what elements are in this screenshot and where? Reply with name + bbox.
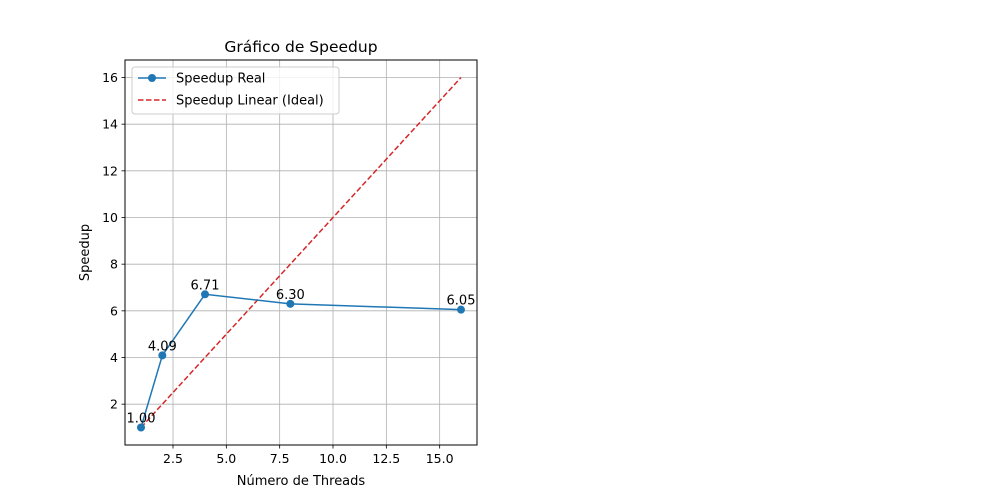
chart-title: Gráfico de Speedup: [224, 38, 377, 56]
data-point: [457, 305, 465, 314]
data-label: 6.05: [447, 294, 476, 309]
data-label: 6.30: [276, 288, 305, 303]
x-tick-label: 15.0: [426, 451, 454, 466]
x-tick-label: 2.5: [163, 451, 183, 466]
data-labels: 1.00 4.09 6.71 6.30 6.05: [127, 278, 476, 426]
y-tick-label: 6: [110, 303, 118, 318]
y-tick-label: 14: [102, 117, 118, 132]
y-tick-label: 8: [110, 257, 118, 272]
legend-box: [131, 66, 340, 115]
series-line-ideal: [140, 76, 462, 429]
data-point: [158, 351, 167, 360]
data-label: 1.00: [127, 412, 156, 427]
x-tick-label: 10.0: [319, 451, 347, 466]
x-axis-label: Número de Threads: [237, 474, 366, 489]
data-point: [137, 423, 145, 432]
y-tick-label: 4: [110, 350, 118, 365]
y-axis-ticks: 2 4 6 8 10 12 14 16: [102, 70, 125, 412]
y-axis-label: Speedup: [78, 224, 93, 281]
x-tick-label: 12.5: [372, 451, 400, 466]
x-tick-label: 7.5: [270, 451, 290, 466]
legend-label-real: Speedup Real: [176, 72, 265, 87]
y-tick-label: 16: [102, 70, 118, 85]
legend-marker-real: [148, 74, 156, 82]
legend: Speedup Real Speedup Linear (Ideal): [131, 66, 340, 115]
y-tick-label: 12: [102, 163, 118, 178]
data-point: [201, 290, 209, 299]
plot-frame: [124, 59, 478, 446]
legend-label-ideal: Speedup Linear (Ideal): [176, 94, 324, 109]
y-tick-label: 10: [102, 210, 118, 225]
y-tick-label: 2: [110, 397, 118, 412]
x-axis-ticks: 2.5 5.0 7.5 10.0 12.5 15.0: [163, 445, 454, 466]
data-label: 4.09: [148, 339, 177, 354]
series-layer: [137, 76, 465, 432]
data-point: [286, 299, 295, 308]
x-tick-label: 5.0: [216, 451, 236, 466]
data-label: 6.71: [191, 278, 220, 293]
